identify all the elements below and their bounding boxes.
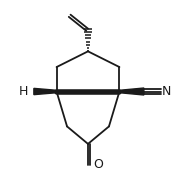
Polygon shape bbox=[120, 88, 144, 95]
Polygon shape bbox=[34, 88, 56, 95]
Text: O: O bbox=[93, 158, 103, 171]
Text: N: N bbox=[162, 85, 172, 98]
Text: H: H bbox=[18, 85, 28, 98]
